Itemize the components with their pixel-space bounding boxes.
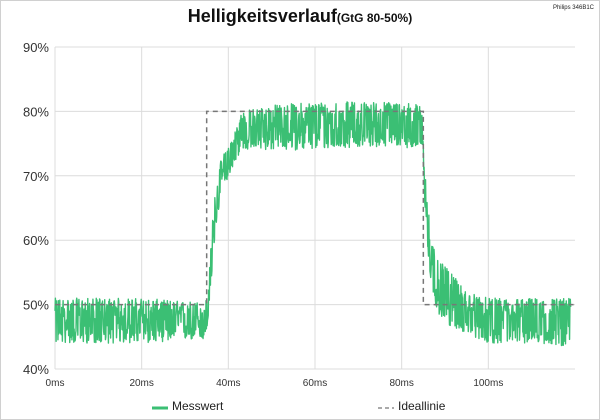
legend-item-ideallinie: Ideallinie xyxy=(378,399,445,413)
x-tick-label: 0ms xyxy=(46,378,65,389)
x-tick-label: 60ms xyxy=(303,378,327,389)
x-tick-label: 100ms xyxy=(473,378,503,389)
y-tick-label: 70% xyxy=(23,169,49,184)
y-tick-label: 90% xyxy=(23,40,49,55)
chart-title-block: Helligkeitsverlauf(GtG 80-50%) xyxy=(0,6,600,27)
y-tick-label: 80% xyxy=(23,104,49,119)
x-tick-label: 80ms xyxy=(389,378,413,389)
y-tick-label: 50% xyxy=(23,298,49,313)
legend-swatch-ideallinie xyxy=(378,399,394,413)
chart-subtitle: (GtG 80-50%) xyxy=(336,11,413,25)
y-tick-label: 60% xyxy=(23,233,49,248)
y-tick-label: 40% xyxy=(23,362,49,377)
legend-label-messwert: Messwert xyxy=(172,399,224,413)
legend-swatch-messwert xyxy=(152,399,168,413)
series-line-ideallinie xyxy=(55,110,575,306)
legend-item-messwert: Messwert xyxy=(152,399,223,413)
series-line-messwert xyxy=(54,101,572,347)
chart-title: Helligkeitsverlauf xyxy=(187,6,337,26)
device-label: Philips 346B1C xyxy=(552,5,594,11)
legend-label-ideallinie: Ideallinie xyxy=(398,399,446,413)
x-tick-label: 20ms xyxy=(129,378,153,389)
x-tick-label: 40ms xyxy=(216,378,240,389)
